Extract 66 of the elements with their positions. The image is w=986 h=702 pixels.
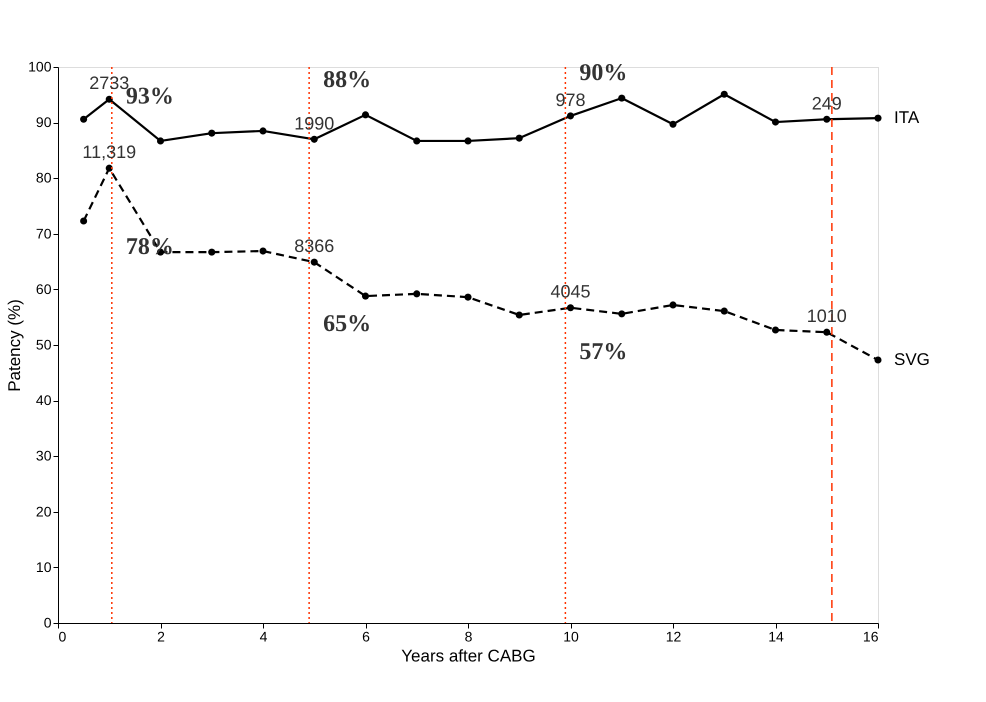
point — [566, 112, 574, 120]
y-tick-label: 70 — [36, 225, 52, 242]
point — [362, 292, 370, 300]
point — [618, 310, 626, 318]
y-tick-label: 80 — [36, 170, 52, 186]
point — [669, 301, 677, 308]
series-label: SVG — [894, 350, 930, 370]
x-tick-label: 0 — [58, 628, 66, 644]
y-tick-label: 90 — [36, 114, 52, 130]
annotation: 978 — [555, 90, 586, 110]
annotation: 88% — [323, 67, 372, 94]
point — [413, 290, 420, 298]
x-tick-label: 16 — [862, 628, 879, 644]
annotation: 11,319 — [82, 142, 136, 162]
y-tick-label: 20 — [36, 503, 52, 520]
x-tick-label: 10 — [563, 628, 579, 644]
x-tick-label: 8 — [464, 628, 473, 644]
point — [823, 116, 830, 123]
point — [413, 137, 420, 144]
point — [80, 217, 88, 225]
point — [259, 248, 267, 255]
annotation: 1010 — [806, 306, 847, 326]
point — [208, 248, 216, 256]
y-tick-label: 50 — [36, 336, 52, 352]
point — [516, 134, 523, 142]
point — [720, 308, 728, 315]
annotation: 90% — [579, 60, 628, 86]
annotation: 249 — [812, 93, 842, 114]
x-tick-label: 4 — [260, 628, 268, 644]
y-tick-label: 30 — [36, 448, 52, 464]
x-tick-label: 14 — [768, 628, 784, 644]
x-tick-label: 6 — [362, 628, 370, 644]
y-tick-label: 40 — [36, 392, 52, 408]
point — [874, 114, 882, 122]
point — [669, 120, 677, 128]
point — [874, 356, 882, 364]
x-axis-title: Years after CABG — [401, 646, 536, 666]
point — [618, 94, 626, 102]
series-label: ITA — [894, 108, 920, 128]
point — [823, 328, 830, 336]
y-axis-title: Patency (%) — [5, 299, 24, 392]
point — [772, 326, 780, 334]
point — [310, 136, 318, 143]
annotation: 65% — [323, 311, 372, 338]
point — [464, 294, 472, 301]
point — [310, 258, 318, 266]
annotation: 1990 — [294, 113, 334, 134]
point — [208, 130, 216, 137]
point — [720, 90, 728, 98]
y-tick-label: 10 — [36, 558, 52, 575]
point — [566, 304, 574, 312]
point — [80, 116, 88, 123]
annotation: 57% — [579, 339, 628, 366]
annotation: 8366 — [294, 236, 334, 256]
point — [464, 137, 472, 144]
x-tick-label: 12 — [666, 628, 682, 644]
point — [259, 127, 267, 134]
point — [516, 311, 523, 319]
y-tick-label: 0 — [44, 614, 52, 630]
y-tick-label: 60 — [36, 280, 52, 297]
point — [362, 111, 370, 118]
y-tick-label: 100 — [28, 58, 52, 74]
annotation: 4045 — [550, 282, 591, 302]
x-tick-label: 2 — [157, 628, 166, 644]
point — [156, 137, 164, 144]
point — [772, 118, 780, 126]
